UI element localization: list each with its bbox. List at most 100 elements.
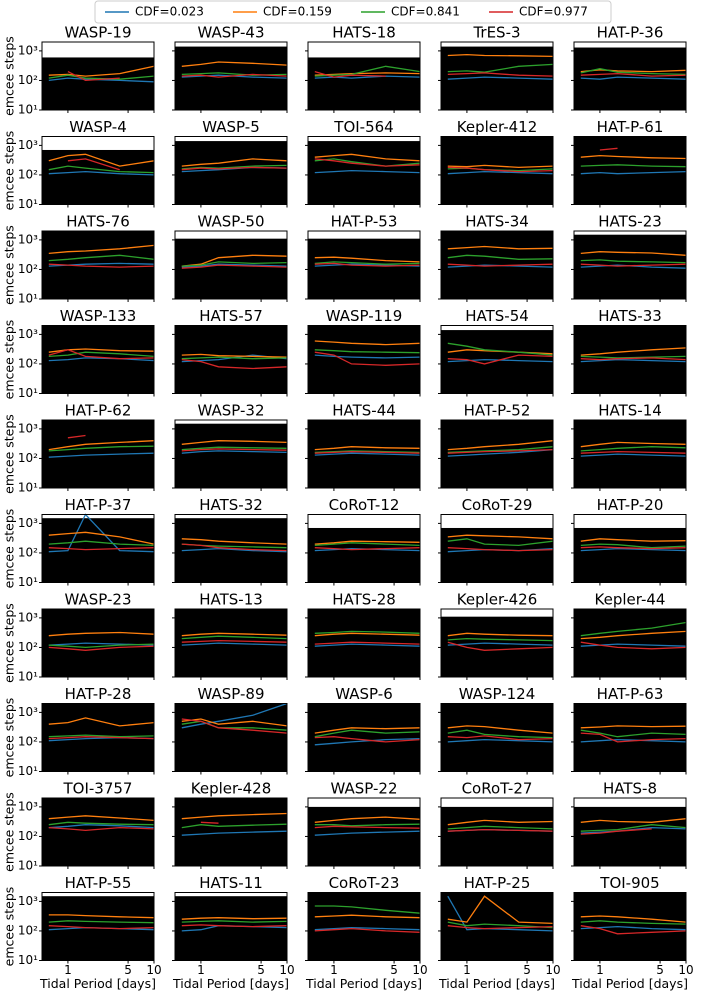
steps-fill: [175, 46, 287, 110]
panel: WASP-119: [305, 307, 421, 397]
series-line: [447, 729, 554, 739]
series-line: [181, 920, 288, 923]
series-line: [48, 925, 155, 930]
series-line: [181, 264, 288, 269]
series-line: [181, 61, 288, 67]
panel-frame: [573, 230, 687, 300]
series-line: [314, 261, 421, 265]
panel-title: TOI-564: [333, 118, 393, 136]
series-line: [580, 547, 687, 552]
y-tick-label: 10²: [18, 451, 38, 465]
series-line: [314, 547, 421, 551]
series-line: [580, 729, 687, 738]
panel-frame: [440, 514, 554, 583]
series-line: [580, 154, 687, 160]
panel-frame: [307, 608, 421, 678]
series-line: [181, 261, 288, 267]
y-tick-label: 10¹: [18, 764, 38, 778]
series-line: [314, 729, 421, 738]
series-line: [580, 170, 687, 175]
panel-frame: [41, 797, 155, 867]
steps-fill: [175, 141, 287, 205]
series-line: [314, 927, 421, 933]
panel-frame: [573, 419, 687, 489]
legend-label: CDF=0.841: [391, 5, 460, 19]
y-tick-label: 10¹: [18, 197, 38, 211]
steps-fill: [574, 136, 686, 205]
panel-frame: [174, 41, 288, 111]
panel-frame: [440, 230, 554, 300]
panel-title: CoRoT-12: [329, 496, 400, 514]
panel-frame: [307, 325, 421, 394]
x-axis-label: Tidal Period [days]: [305, 976, 422, 991]
series-line: [48, 254, 155, 262]
panel: HATS-54: [438, 307, 554, 397]
series-line: [314, 153, 421, 162]
y-tick-label: 10³: [18, 516, 38, 530]
panel-frame: [573, 608, 687, 678]
panel: HAT-P-63: [571, 685, 687, 775]
y-tick-label: 10³: [18, 799, 38, 813]
series-line: [181, 73, 288, 78]
series-line: [48, 77, 155, 83]
x-axis-label: Tidal Period [days]: [39, 976, 156, 991]
panel-frame: [41, 892, 155, 961]
steps-fill: [42, 57, 154, 110]
panel-title: HATS-34: [465, 213, 529, 231]
series-line: [314, 540, 421, 545]
panel: Kepler-412: [438, 118, 554, 208]
series-line: [447, 53, 554, 58]
series-line: [447, 448, 554, 457]
panel-frame: [440, 419, 554, 489]
panel-frame: [440, 136, 554, 205]
series-line: [580, 643, 687, 647]
panel-title: HAT-P-28: [65, 685, 132, 703]
panel-title: HATS-8: [603, 780, 657, 798]
series-line: [447, 76, 554, 80]
series-line: [580, 355, 687, 359]
panel-frame: [174, 892, 288, 961]
y-tick-label: 10¹: [18, 859, 38, 873]
legend-label: CDF=0.159: [263, 5, 332, 19]
series-line: [580, 450, 687, 454]
steps-fill: [308, 892, 420, 961]
panel-title: TOI-905: [599, 874, 659, 892]
series-line: [181, 830, 288, 836]
series-line: [580, 925, 687, 935]
series-line: [580, 738, 687, 743]
panel-title: WASP-124: [459, 685, 536, 703]
panel-title: WASP-43: [197, 24, 264, 42]
x-tick-label: 10: [279, 963, 294, 977]
panel-frame: [41, 325, 155, 394]
panel: HAT-P-20: [571, 496, 687, 586]
series-line: [447, 547, 554, 552]
panel-frame: [41, 136, 155, 205]
panel-frame: [307, 230, 421, 300]
panel-title: HAT-P-52: [464, 402, 531, 420]
panel-title: HAT-P-36: [597, 24, 664, 42]
series-line: [181, 74, 288, 79]
steps-fill: [308, 57, 420, 110]
panel-title: HATS-11: [199, 874, 263, 892]
series-line: [599, 147, 618, 151]
series-line: [447, 895, 554, 925]
series-line: [447, 819, 554, 826]
series-line: [181, 263, 288, 268]
legend-label: CDF=0.023: [135, 5, 204, 19]
series-line: [447, 264, 554, 268]
series-line: [447, 446, 554, 454]
panel-title: CoRoT-29: [462, 496, 533, 514]
steps-fill: [441, 616, 553, 677]
panel-title: WASP-89: [197, 685, 264, 703]
series-line: [580, 920, 687, 925]
panel: HATS-13: [172, 591, 288, 680]
y-axis-label: emcee steps: [2, 36, 17, 116]
series-line: [447, 254, 554, 260]
y-tick-label: 10²: [18, 923, 38, 937]
x-tick-label: 1: [64, 963, 72, 977]
series-line: [447, 641, 554, 651]
series-line: [181, 812, 288, 820]
series-line: [580, 538, 687, 542]
